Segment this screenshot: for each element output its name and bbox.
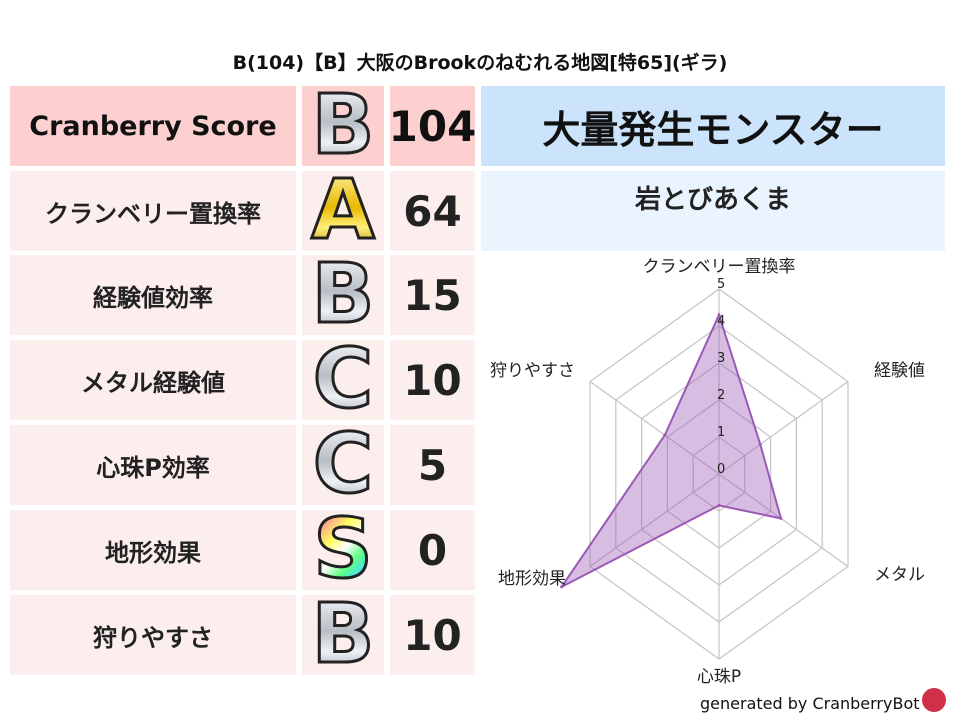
event-monster: 岩とびあくま	[481, 171, 945, 251]
grade-cell: S	[302, 502, 384, 597]
data-point	[779, 516, 783, 520]
axis-label: クランベリー置換率	[643, 257, 796, 277]
row-label: 地形効果	[10, 510, 296, 590]
row-value: 104	[389, 86, 476, 166]
axis-label: 地形効果	[498, 569, 566, 589]
row-label: メタル経験値	[10, 340, 296, 420]
data-point	[717, 503, 721, 507]
cranberry-bot-icon	[922, 688, 946, 712]
row-value: 10	[390, 595, 475, 675]
grade-badge: B	[310, 587, 375, 682]
data-point	[663, 433, 667, 437]
data-series-polygon	[560, 312, 783, 588]
tick-label: 1	[717, 425, 725, 440]
grade-badge: A	[310, 163, 376, 258]
axis-label: 狩りやすさ	[490, 361, 575, 381]
grade-cell: B	[302, 78, 384, 173]
data-point	[717, 313, 721, 317]
row-value: 5	[390, 425, 475, 505]
tick-label: 3	[717, 351, 725, 366]
grid-spoke	[589, 473, 720, 567]
grid-spoke	[718, 381, 849, 475]
row-value: 10	[390, 340, 475, 420]
grade-cell: C	[302, 417, 384, 512]
data-point	[758, 442, 762, 446]
row-value: 64	[390, 171, 475, 251]
grade-cell: B	[302, 587, 384, 682]
grade-badge: C	[311, 332, 374, 427]
row-label: クランベリー置換率	[10, 171, 296, 251]
grade-badge: B	[310, 78, 375, 173]
tick-label: 2	[717, 388, 725, 403]
grade-badge: B	[310, 247, 375, 342]
footer-credit: generated by CranberryBot	[700, 694, 920, 713]
row-label: 狩りやすさ	[10, 595, 296, 675]
row-label: 心珠P効率	[10, 425, 296, 505]
row-value: 0	[390, 510, 475, 590]
tick-label: 5	[717, 277, 725, 292]
grade-badge: S	[312, 502, 374, 597]
grade-cell: C	[302, 332, 384, 427]
grade-cell: B	[302, 247, 384, 342]
grid-spoke	[589, 381, 720, 475]
grade-badge: C	[311, 417, 374, 512]
tick-label: 0	[717, 462, 725, 477]
tick-label: 4	[717, 314, 725, 329]
axis-label: 心珠P	[697, 667, 741, 687]
grid-spoke	[718, 473, 849, 567]
event-heading: 大量発生モンスター	[481, 86, 945, 166]
row-label: Cranberry Score	[10, 86, 296, 166]
row-value: 15	[390, 255, 475, 335]
page-title: B(104)【B】大阪のBrookのねむれる地図[特65](ギラ)	[232, 52, 728, 74]
grade-cell: A	[302, 163, 384, 258]
data-point	[560, 585, 564, 589]
axis-label: 経験値	[874, 361, 925, 381]
row-label: 経験値効率	[10, 255, 296, 335]
axis-label: メタル	[874, 565, 925, 585]
